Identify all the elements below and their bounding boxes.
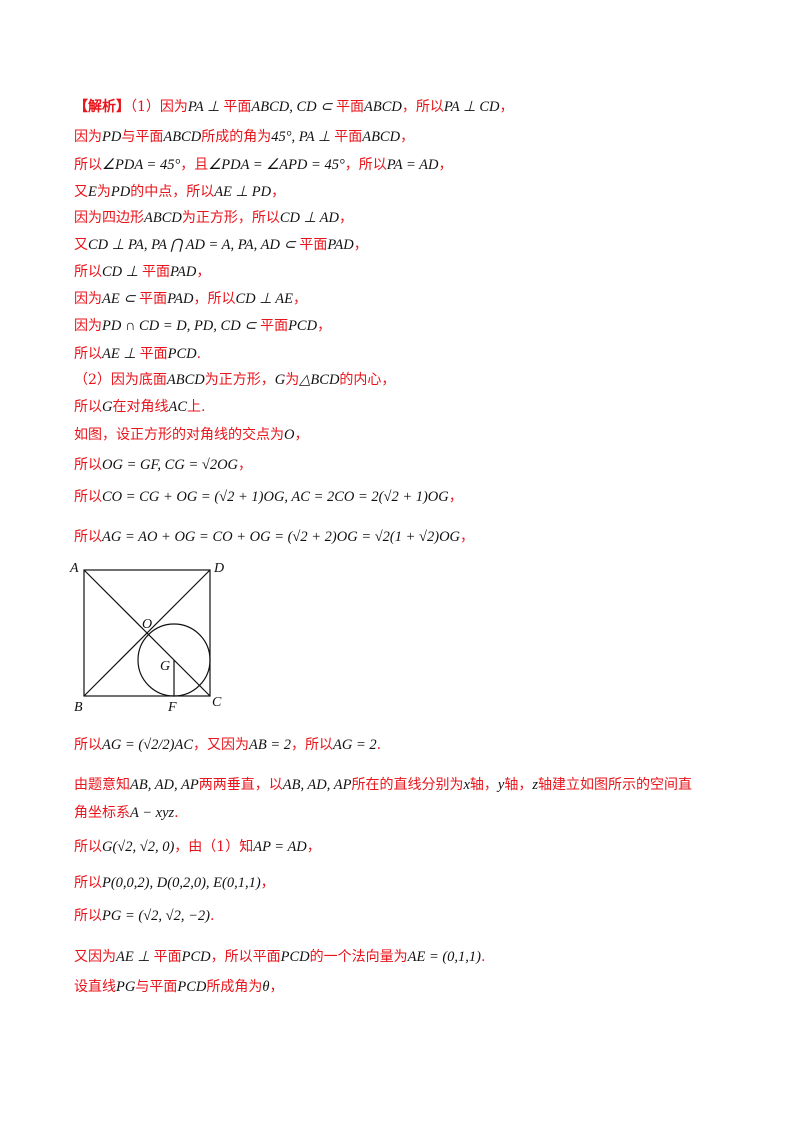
line-1: 【解析】（1）因为PA ⊥ 平面ABCD, CD ⊂ 平面ABCD，所以PA ⊥… (74, 99, 514, 115)
line-14: 所以OG = GF, CG = √2OG， (74, 457, 253, 473)
line-10: 所以AE ⊥ 平面PCD. (74, 346, 202, 362)
line-3: 所以∠PDA = 45°，且∠PDA = ∠APD = 45°，所以PA = A… (74, 157, 453, 173)
line-11: （2）因为底面ABCD为正方形，G为△BCD的内心， (74, 372, 396, 388)
label-o: O (142, 617, 152, 632)
line-12: 所以G在对角线AC上. (74, 399, 206, 415)
line-5: 因为四边形ABCD为正方形，所以CD ⊥ AD， (74, 210, 353, 226)
line-18: 由题意知AB, AD, AP两两垂直，以AB, AD, AP所在的直线分别为x轴… (74, 777, 692, 793)
line-2: 因为PD与平面ABCD所成的角为45°, PA ⊥ 平面ABCD， (74, 129, 415, 145)
line-6: 又CD ⊥ PA, PA ⋂ AD = A, PA, AD ⊂ 平面PAD， (74, 237, 368, 253)
square-diagram: A D B C O G F (69, 561, 224, 715)
line-22: 所以PG = (√2, √2, −2). (74, 908, 215, 924)
label-b: B (74, 700, 83, 715)
label-a: A (69, 561, 79, 576)
line-21: 所以P(0,0,2), D(0,2,0), E(0,1,1)， (74, 875, 275, 891)
line-8: 因为AE ⊂ 平面PAD，所以CD ⊥ AE， (74, 291, 307, 307)
label-f: F (167, 700, 177, 715)
square-abcd (83, 569, 211, 697)
label-g: G (160, 659, 170, 674)
line-24: 设直线PG与平面PCD所成角为θ， (74, 979, 284, 995)
line-7: 所以CD ⊥ 平面PAD， (74, 264, 211, 280)
label-d: D (213, 561, 224, 576)
line-15: 所以CO = CG + OG = (√2 + 1)OG, AC = 2CO = … (74, 489, 463, 505)
line-4: 又E为PD的中点，所以AE ⊥ PD， (74, 184, 286, 200)
line-19: 角坐标系A − xyz. (74, 805, 179, 821)
line-16: 所以AG = AO + OG = CO + OG = (√2 + 2)OG = … (74, 529, 475, 545)
line-20: 所以G(√2, √2, 0)，由（1）知AP = AD， (74, 839, 321, 855)
line-23: 又因为AE ⊥ 平面PCD，所以平面PCD的一个法向量为AE = (0,1,1)… (74, 949, 486, 965)
analysis-tag: 【解析】 (74, 99, 130, 115)
line-13: 如图，设正方形的对角线的交点为O， (74, 427, 309, 443)
label-c: C (212, 695, 222, 710)
diagonal-bd (83, 569, 211, 697)
line-17: 所以AG = (√2/2)AC，又因为AB = 2，所以AG = 2. (74, 737, 382, 753)
line-9: 因为PD ∩ CD = D, PD, CD ⊂ 平面PCD， (74, 318, 332, 334)
